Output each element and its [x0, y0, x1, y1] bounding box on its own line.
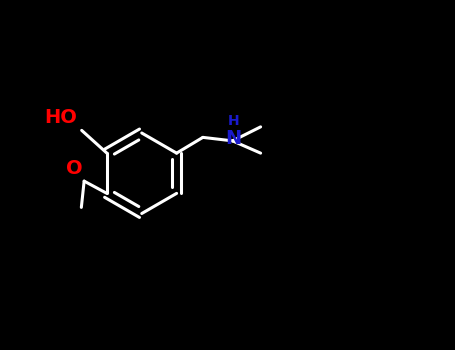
- Text: HO: HO: [45, 108, 77, 127]
- Text: H: H: [228, 114, 239, 128]
- Text: O: O: [66, 159, 82, 178]
- Text: N: N: [226, 128, 242, 148]
